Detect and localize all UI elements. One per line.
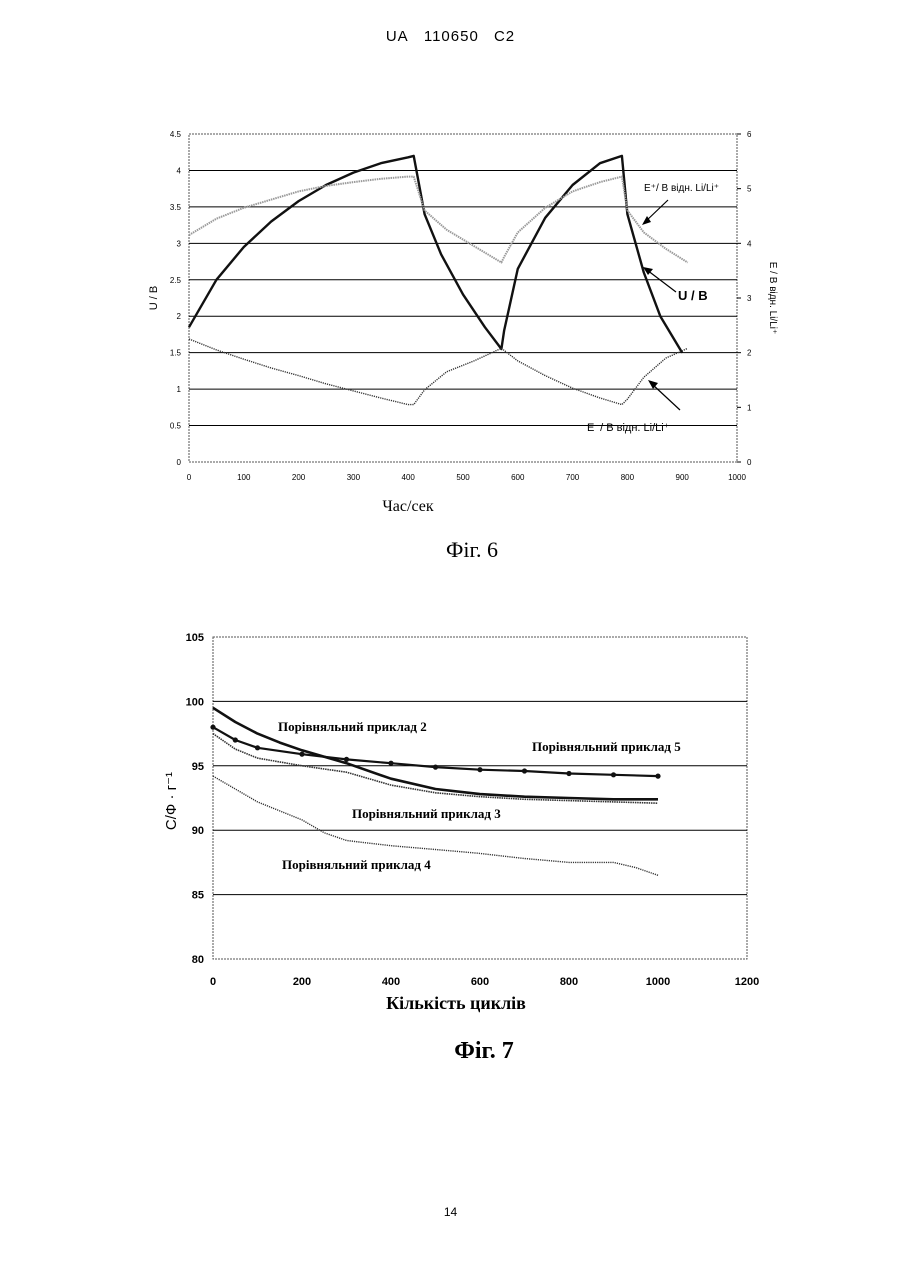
x-tick-label: 900: [676, 473, 690, 482]
y-axis-label: C/Ф · г⁻¹: [163, 772, 180, 830]
figure-6-caption: Фіг. 6: [446, 537, 498, 562]
x-tick-label: 400: [382, 976, 400, 988]
y-axis-label-left: U / B: [148, 286, 160, 310]
y-tick-label-left: 4: [177, 166, 182, 175]
x-tick-label: 800: [621, 473, 635, 482]
x-tick-label: 400: [402, 473, 416, 482]
series-5-point: [255, 745, 260, 750]
y-axis-label-right: E / B відн. Li/Li⁺: [767, 262, 778, 335]
label-u: U / B: [678, 288, 708, 303]
label-series-5: Порівняльний приклад 5: [532, 739, 681, 754]
y-tick-label: 95: [192, 761, 204, 773]
y-tick-label-left: 0.5: [170, 422, 182, 431]
y-tick-label-right: 2: [747, 349, 752, 358]
x-tick-label: 300: [347, 473, 361, 482]
series-5-point: [522, 768, 527, 773]
arrow-e-minus: [652, 384, 680, 410]
x-tick-label: 1000: [646, 976, 670, 988]
arrow-u: [647, 270, 676, 292]
x-tick-label: 800: [560, 976, 578, 988]
x-tick-label: 100: [237, 473, 251, 482]
y-tick-label-left: 1.5: [170, 349, 182, 358]
e-minus-series-line: [189, 339, 688, 405]
y-tick-label-right: 3: [747, 294, 752, 303]
series-5-point: [299, 752, 304, 757]
page-number: 14: [0, 1205, 901, 1219]
series-5-point: [477, 767, 482, 772]
x-tick-label: 1000: [728, 473, 746, 482]
x-tick-label: 600: [511, 473, 525, 482]
label-e-plus: E⁺/ B відн. Li/Li⁺: [644, 183, 719, 194]
y-tick-label: 100: [186, 696, 204, 708]
y-tick-label-right: 6: [747, 130, 752, 139]
x-tick-label: 0: [187, 473, 192, 482]
x-axis-label: Час/сек: [382, 498, 433, 515]
y-tick-label-left: 2.5: [170, 276, 182, 285]
y-tick-label-left: 0: [177, 458, 182, 467]
series-5-point: [433, 765, 438, 770]
x-axis-label: Кількість циклів: [386, 993, 526, 1013]
x-tick-label: 500: [456, 473, 470, 482]
y-tick-label-left: 2: [177, 312, 182, 321]
y-tick-label-left: 1: [177, 385, 182, 394]
y-tick-label: 105: [186, 632, 204, 644]
y-tick-label: 90: [192, 825, 204, 837]
x-tick-label: 700: [566, 473, 580, 482]
y-tick-label-right: 4: [747, 239, 752, 248]
figure-7-caption: Фіг. 7: [454, 1038, 513, 1064]
series-5-point: [344, 757, 349, 762]
series-5-point: [611, 772, 616, 777]
series-5-point: [655, 774, 660, 779]
u-series-line: [189, 156, 682, 353]
series-5-point: [388, 761, 393, 766]
label-series-3: Порівняльний приклад 3: [352, 806, 501, 821]
x-tick-label: 600: [471, 976, 489, 988]
figure-7-chart: 80 85 90 95 100 105 0 200 400 600 800 1000 1200 C/Ф …: [0, 610, 901, 1130]
x-tick-label: 200: [293, 976, 311, 988]
label-series-4: Порівняльний приклад 4: [282, 857, 431, 872]
plot-area-border: [213, 637, 747, 959]
series-5-point: [566, 771, 571, 776]
x-tick-label: 1200: [735, 976, 759, 988]
y-tick-label-right: 5: [747, 185, 752, 194]
figure-6-chart: 0 0.5 1 1.5 2 2.5 3 3.5 4 4.5 0 1 2 3 4 5 6 0 100 200 300 400…: [0, 0, 901, 580]
y-tick-label-left: 4.5: [170, 130, 182, 139]
y-tick-label-right: 0: [747, 458, 752, 467]
series-5-point: [210, 725, 215, 730]
x-tick-label: 200: [292, 473, 306, 482]
x-tick-label: 0: [210, 976, 216, 988]
label-e-minus: E⁻/ B відн. Li/Li⁺: [587, 422, 670, 434]
series-5-point: [233, 737, 238, 742]
label-series-2: Порівняльний приклад 2: [278, 719, 427, 734]
y-tick-label-left: 3.5: [170, 203, 182, 212]
y-tick-label-left: 3: [177, 239, 182, 248]
y-tick-label-right: 1: [747, 403, 752, 412]
y-tick-label: 80: [192, 954, 204, 966]
series-4-line: [213, 776, 658, 875]
y-tick-label: 85: [192, 890, 204, 902]
